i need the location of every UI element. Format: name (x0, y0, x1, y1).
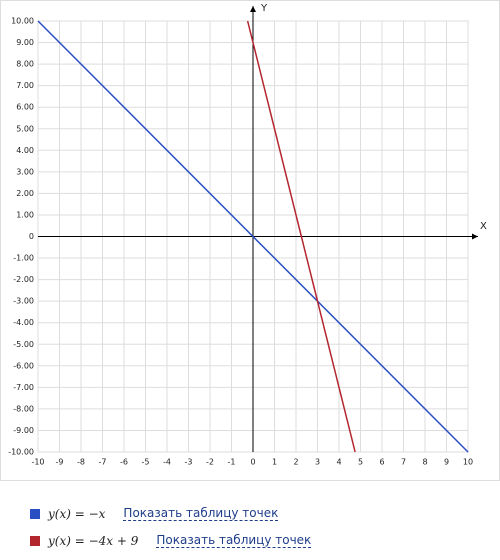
y-tick-label: 9.00 (16, 38, 34, 47)
y-tick-label: 7.00 (16, 81, 34, 90)
x-tick-label: -5 (142, 458, 150, 467)
legend-swatch (30, 535, 40, 546)
x-tick-label: -7 (99, 458, 107, 467)
y-tick-label: -2.00 (13, 275, 34, 284)
show-points-link[interactable]: Показать таблицу точек (156, 533, 312, 548)
x-tick-label: 2 (293, 458, 298, 467)
x-axis-arrow (472, 233, 478, 240)
x-tick-label: -4 (163, 458, 171, 467)
y-tick-label: 2.00 (16, 189, 34, 198)
y-axis-label: Y (260, 3, 268, 14)
legend-item: y(x) = −4x + 9 Показать таблицу точек (30, 533, 312, 548)
y-tick-label: -3.00 (13, 297, 34, 306)
y-tick-label: -8.00 (13, 404, 34, 413)
x-tick-label: 10 (463, 458, 473, 467)
y-tick-label: -4.00 (13, 318, 34, 327)
y-tick-label: -5.00 (13, 340, 34, 349)
x-tick-label: -1 (228, 458, 236, 467)
y-tick-label: -7.00 (13, 383, 34, 392)
x-tick-label: 7 (401, 458, 406, 467)
series-line (246, 20, 356, 453)
y-tick-label: -1.00 (13, 254, 34, 263)
x-tick-label: -3 (185, 458, 193, 467)
x-tick-label: 1 (272, 458, 277, 467)
legend-label: y(x) = −4x + 9 (48, 533, 139, 548)
x-tick-label: -6 (120, 458, 128, 467)
x-axis-label: X (480, 221, 487, 232)
y-tick-label: 4.00 (16, 146, 34, 155)
x-tick-label: 5 (358, 458, 363, 467)
x-tick-label: -2 (206, 458, 214, 467)
y-tick-label: 3.00 (16, 167, 34, 176)
show-points-link[interactable]: Показать таблицу точек (123, 506, 279, 521)
x-tick-label: 3 (315, 458, 320, 467)
legend-swatch (30, 508, 40, 519)
x-tick-label: -9 (56, 458, 64, 467)
y-tick-label: 0 (29, 232, 34, 241)
x-tick-label: 9 (444, 458, 449, 467)
x-tick-label: 6 (379, 458, 384, 467)
series-line (37, 20, 469, 453)
y-tick-label: -6.00 (13, 361, 34, 370)
y-tick-label: -9.00 (13, 426, 34, 435)
x-tick-label: 0 (250, 458, 255, 467)
x-tick-label: 4 (336, 458, 341, 467)
legend-label: y(x) = −x (48, 506, 106, 521)
x-tick-label: -10 (31, 458, 44, 467)
legend-item: y(x) = −x Показать таблицу точек (30, 506, 279, 521)
x-tick-label: -8 (77, 458, 85, 467)
y-axis-arrow (250, 6, 256, 12)
y-tick-label: 10.00 (11, 17, 34, 26)
y-tick-label: 8.00 (16, 60, 34, 69)
y-tick-label: -10.00 (8, 448, 34, 457)
x-tick-label: 8 (422, 458, 427, 467)
chart: X Y -10 -9 -8 -7 -6 -5 -4 -3 -2 -1 0 1 2 3 4 5 6 7 8 9 1010.… (0, 0, 500, 481)
y-tick-label: 1.00 (16, 210, 34, 219)
y-tick-label: 6.00 (16, 103, 34, 112)
y-tick-label: 5.00 (16, 124, 34, 133)
